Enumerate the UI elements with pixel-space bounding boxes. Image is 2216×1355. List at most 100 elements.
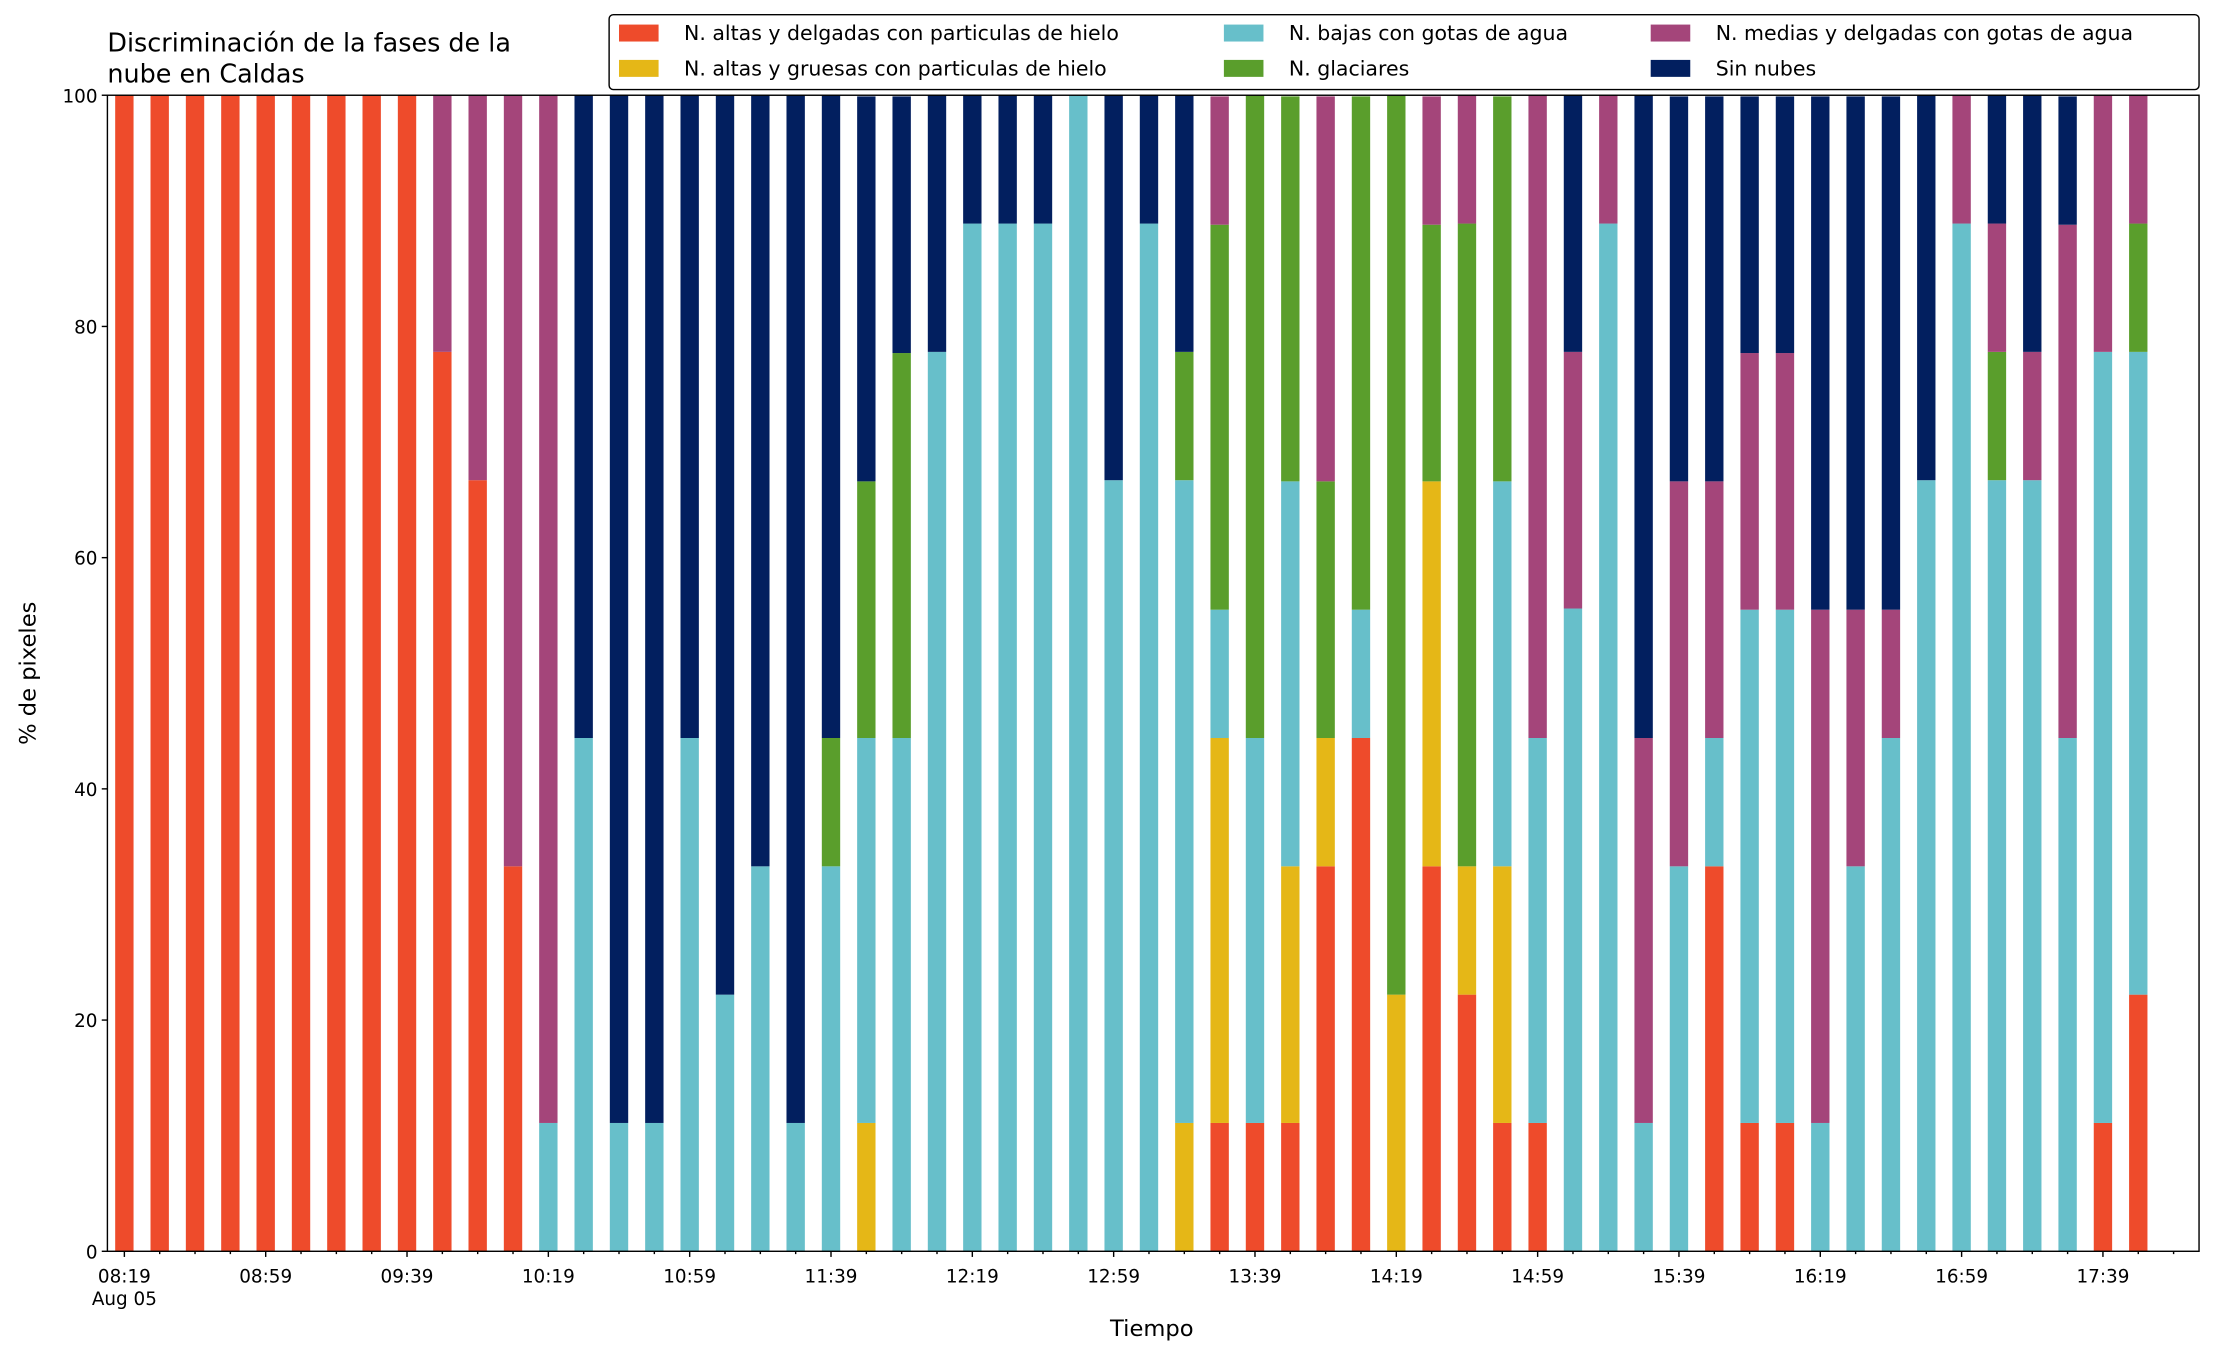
legend-label: N. altas y gruesas con particulas de hie… <box>684 56 1107 80</box>
legend: N. altas y delgadas con particulas de hi… <box>608 13 2200 91</box>
bar-segment <box>362 95 381 1252</box>
y-tick-label: 100 <box>62 86 97 107</box>
legend-swatch <box>1650 24 1691 42</box>
bar-segment <box>1563 608 1583 1252</box>
bar-segment <box>1846 609 1865 867</box>
bar-segment <box>1457 95 1477 224</box>
bar-segment <box>1457 223 1477 867</box>
bar-segment <box>1033 223 1053 1252</box>
bar-segment <box>1210 1122 1229 1252</box>
bar-segment <box>1811 1122 1830 1252</box>
bar-segment <box>2129 95 2148 224</box>
bar-segment <box>1881 737 1901 1252</box>
x-tick-label: 12:19 <box>946 1266 999 1287</box>
bar-segment <box>1563 95 1583 352</box>
y-tick-label: 60 <box>74 549 97 570</box>
bar-segment <box>291 95 311 1252</box>
bar-segment <box>1669 481 1689 867</box>
bar-segment <box>1175 351 1194 481</box>
bar-segment <box>2093 95 2113 352</box>
bar-segment <box>1139 95 1159 224</box>
bar-segment <box>1210 96 1229 225</box>
x-tick-label: 08:19 <box>98 1266 151 1287</box>
bar-segment <box>1952 95 1971 224</box>
bar-segment <box>751 95 770 867</box>
bar-segment <box>1705 96 1724 482</box>
plot-frame <box>106 94 2200 1252</box>
bar-segment <box>1422 224 1441 482</box>
bar-segment <box>397 95 417 1252</box>
bar-segment <box>1952 223 1971 1252</box>
bar-segment <box>1175 480 1194 1123</box>
bar-segment <box>892 353 911 738</box>
bar-segment <box>1846 96 1865 610</box>
bar-segment <box>998 95 1017 224</box>
x-tick-label: 14:19 <box>1370 1266 1423 1287</box>
bar-segment <box>1387 95 1406 995</box>
bar-segment <box>1281 1122 1300 1252</box>
bar-segment <box>963 223 982 1252</box>
x-date-label: Aug 05 <box>92 1289 157 1310</box>
bar-segment <box>927 351 947 1252</box>
bar-segment <box>1316 866 1335 1252</box>
bar-segment <box>1069 95 1088 1252</box>
y-tick-label: 20 <box>74 1011 97 1032</box>
x-tick-label: 10:59 <box>663 1266 716 1287</box>
x-tick-label: 14:59 <box>1511 1266 1564 1287</box>
bar-segment <box>892 737 911 1252</box>
bar-segment <box>751 866 770 1252</box>
bar-segment <box>1351 609 1371 738</box>
bar-segment <box>1811 96 1830 610</box>
y-tick-label: 0 <box>86 1242 98 1263</box>
bar-segment <box>1316 481 1335 738</box>
bar-segment <box>1316 737 1335 867</box>
bar-segment <box>1422 481 1441 867</box>
bar-segment <box>2058 96 2077 225</box>
bar-segment <box>1210 609 1229 738</box>
x-tick-label: 17:39 <box>2076 1266 2129 1287</box>
bar-segment <box>1811 609 1830 1123</box>
bar-segment <box>609 95 629 1123</box>
bar-segment <box>786 1122 805 1252</box>
bar-segment <box>1210 224 1229 610</box>
bar-segment <box>857 1122 876 1252</box>
bar-segment <box>221 95 240 1252</box>
bar-segment <box>150 95 169 1252</box>
bar-segment <box>609 1122 629 1252</box>
bar-segment <box>927 95 947 352</box>
bar-segment <box>1281 96 1300 482</box>
bar-segment <box>503 95 523 867</box>
bar-segment <box>1033 95 1053 224</box>
bar-segment <box>1493 481 1512 867</box>
bar-segment <box>1669 96 1689 482</box>
legend-swatch <box>1650 59 1691 77</box>
bar-segment <box>680 737 699 1252</box>
bar-segment <box>1775 353 1795 610</box>
bar-segment <box>2129 351 2148 995</box>
bar-segment <box>1387 994 1406 1252</box>
bar-segment <box>574 95 593 738</box>
bar-segment <box>715 994 735 1252</box>
y-tick-label: 80 <box>74 318 97 339</box>
bar-segment <box>1493 96 1512 482</box>
bar-segment <box>2129 223 2148 352</box>
bar-segment <box>256 95 275 1252</box>
bar-segment <box>1740 609 1759 1123</box>
bar-segment <box>2093 351 2113 1123</box>
bar-segment <box>1563 351 1583 609</box>
bar-segment <box>1740 96 1759 354</box>
bar-segment <box>1775 96 1795 354</box>
bar-segment <box>1917 480 1936 1252</box>
bar-segment <box>2058 737 2077 1252</box>
bar-segment <box>1422 866 1441 1252</box>
bar-segment <box>185 95 205 1252</box>
bar-segment <box>821 737 841 867</box>
bar-segment <box>2058 224 2077 738</box>
bar-segment <box>1104 480 1123 1252</box>
chart-title: nube en Caldas <box>107 59 304 89</box>
bar-segment <box>1599 95 1618 224</box>
bar-segment <box>2129 994 2148 1252</box>
y-axis-label: % de pixeles <box>15 602 41 745</box>
x-tick-label: 12:59 <box>1087 1266 1140 1287</box>
